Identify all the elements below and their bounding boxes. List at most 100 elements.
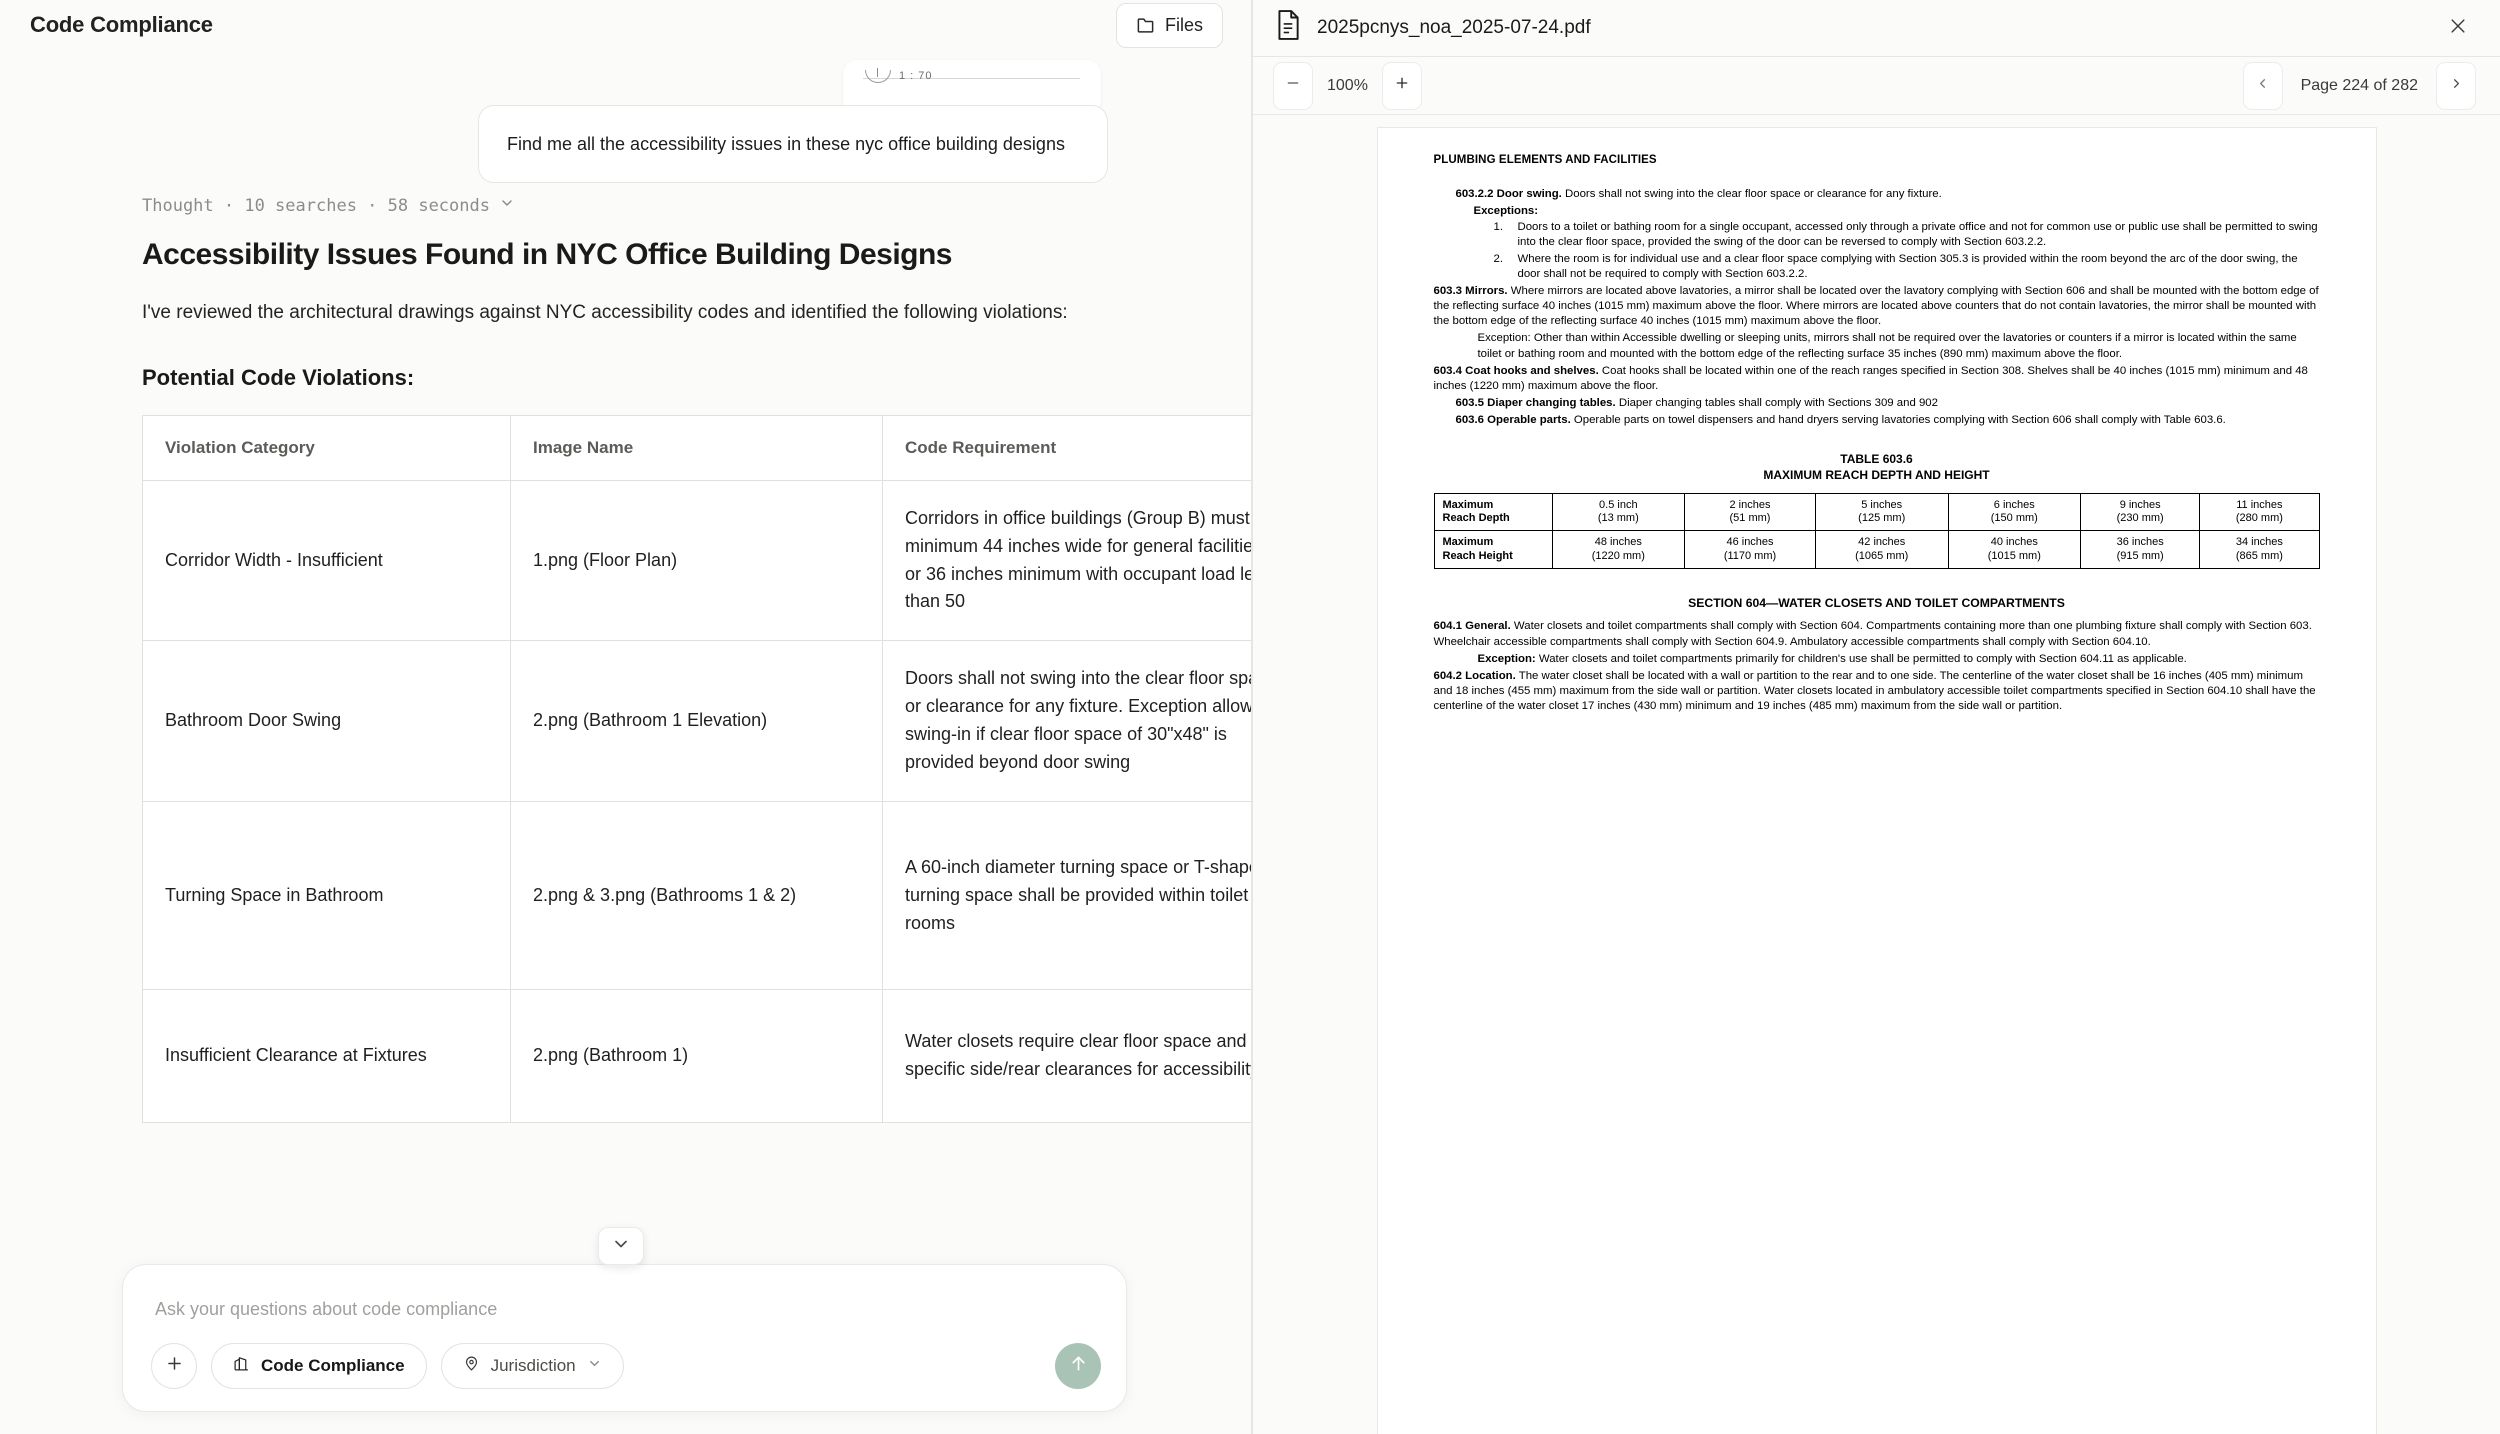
jurisdiction-chip[interactable]: Jurisdiction xyxy=(440,1343,624,1389)
close-icon xyxy=(2448,18,2468,40)
cell-image-name: 1.png (Floor Plan) xyxy=(510,479,883,642)
response-heading: Accessibility Issues Found in NYC Office… xyxy=(142,238,953,271)
chevron-down-icon xyxy=(611,1234,631,1259)
cell-image-name: 2.png & 3.png (Bathrooms 1 & 2) xyxy=(510,800,883,991)
violations-table-wrapper: Violation Category Image Name Code Requi… xyxy=(142,414,1251,1124)
chat-header: Code Compliance Files xyxy=(0,0,1251,50)
cell-height: 48 inches (1220 mm) xyxy=(1551,530,1686,570)
pdf-running-head: PLUMBING ELEMENTS AND FACILITIES xyxy=(1433,154,1657,166)
arrow-up-icon xyxy=(1068,1353,1089,1379)
cell-depth: 2 inches (51 mm) xyxy=(1684,492,1816,532)
plus-icon xyxy=(1394,75,1410,96)
cell-code-requirement: Corridors in office buildings (Group B) … xyxy=(882,479,1251,642)
page-navigation: Page 224 of 282 xyxy=(2242,61,2476,110)
building-icon xyxy=(233,1355,250,1377)
page-title: Code Compliance xyxy=(30,12,213,37)
table-603-6-number: TABLE 603.6 xyxy=(1840,452,1913,467)
previous-page-button[interactable] xyxy=(2242,61,2283,110)
chevron-left-icon xyxy=(2255,76,2270,96)
pdf-toolbar: 100% Page 224 of 282 xyxy=(1253,57,2500,115)
section-603-2-2-title: 603.2.2 Door swing. xyxy=(1455,188,1562,200)
pdf-filename: 2025pcnys_noa_2025-07-24.pdf xyxy=(1317,17,1591,38)
thought-summary-label: Thought · 10 searches · 58 seconds xyxy=(142,195,490,216)
cell-height: 46 inches (1170 mm) xyxy=(1684,530,1816,570)
assistant-message: Thought · 10 searches · 58 seconds Acces… xyxy=(0,195,1251,1124)
cell-code-requirement: Doors shall not swing into the clear flo… xyxy=(882,640,1251,802)
drawing-tick xyxy=(877,68,878,77)
table-row: Maximum Reach Height 48 inches (1220 mm) 4… xyxy=(1433,530,2320,570)
section-603-3-text: Where mirrors are located above lavatori… xyxy=(1433,284,2319,328)
close-pdf-button[interactable] xyxy=(2444,12,2472,45)
cell-depth: 9 inches (230 mm) xyxy=(2080,492,2201,532)
chevron-down-icon xyxy=(499,195,515,216)
section-604-1: 604.1 General. Water closets and toilet … xyxy=(1434,619,2320,649)
row-label-max-reach-height: Maximum Reach Height xyxy=(1433,530,1553,570)
exception-2-text: Where the room is for individual use and… xyxy=(1517,252,2298,280)
column-header-violation-category: Violation Category xyxy=(142,414,511,481)
violations-table: Violation Category Image Name Code Requi… xyxy=(142,414,1251,1124)
exceptions-label: Exceptions: xyxy=(1474,204,2320,219)
response-subheading: Potential Code Violations: xyxy=(142,364,415,390)
send-button[interactable] xyxy=(1055,1343,1101,1389)
jurisdiction-chip-label: Jurisdiction xyxy=(490,1356,576,1375)
thought-summary-toggle[interactable]: Thought · 10 searches · 58 seconds xyxy=(142,195,515,216)
section-603-3-exception: Exception: Other than within Accessible … xyxy=(1477,332,2297,360)
section-603-4-title: 603.4 Coat hooks and shelves. xyxy=(1433,364,1599,377)
zoom-in-button[interactable] xyxy=(1381,61,1422,110)
table-603-6-caption: TABLE 603.6 MAXIMUM REACH DEPTH AND HEIG… xyxy=(1434,452,2320,483)
section-604-2-title: 604.2 Location. xyxy=(1433,669,1516,682)
scroll-to-bottom-button[interactable] xyxy=(598,1227,644,1265)
exception-1-text: Doors to a toilet or bathing room for a … xyxy=(1517,221,2318,249)
user-message: Find me all the accessibility issues in … xyxy=(478,105,1108,184)
pdf-page-viewport[interactable]: PLUMBING ELEMENTS AND FACILITIES 603.2.2… xyxy=(1253,115,2500,1434)
chat-panel: Code Compliance Files 1 : 70 xyxy=(0,0,1251,1434)
section-603-3: 603.3 Mirrors. Where mirrors are located… xyxy=(1434,284,2320,329)
mode-chip-code-compliance[interactable]: Code Compliance xyxy=(211,1343,427,1389)
table-row: Bathroom Door Swing 2.png (Bathroom 1 El… xyxy=(142,640,1251,802)
cell-violation-category: Corridor Width - Insufficient xyxy=(142,479,511,642)
cell-violation-category: Bathroom Door Swing xyxy=(142,640,511,802)
folder-icon xyxy=(1136,16,1155,35)
section-603-5: 603.5 Diaper changing tables. Diaper cha… xyxy=(1456,396,2320,411)
section-603-2-2: 603.2.2 Door swing. Doors shall not swin… xyxy=(1456,187,2320,202)
document-icon xyxy=(1275,10,1301,46)
table-row: Insufficient Clearance at Fixtures 2.png… xyxy=(142,989,1251,1124)
panel-divider xyxy=(1251,0,1253,1434)
drawing-arc xyxy=(865,70,891,83)
composer: Ask your questions about code compliance xyxy=(122,1264,1127,1412)
pdf-page: PLUMBING ELEMENTS AND FACILITIES 603.2.2… xyxy=(1376,127,2377,1434)
next-page-button[interactable] xyxy=(2436,61,2476,110)
table-row: Maximum Reach Depth 0.5 inch (13 mm) 2 inc… xyxy=(1433,492,2320,532)
cell-image-name: 2.png (Bathroom 1) xyxy=(510,989,883,1124)
cell-violation-category: Insufficient Clearance at Fixtures xyxy=(142,989,511,1124)
cell-height: 40 inches (1015 mm) xyxy=(1947,530,2082,570)
section-604-heading: SECTION 604—WATER CLOSETS AND TOILET COM… xyxy=(1688,596,2065,611)
section-603-6-text: Operable parts on towel dispensers and h… xyxy=(1570,414,2226,427)
location-pin-icon xyxy=(463,1355,480,1377)
table-row: Turning Space in Bathroom 2.png & 3.png … xyxy=(142,800,1251,991)
section-603-4-text: Coat hooks shall be located within one o… xyxy=(1433,364,2308,392)
chat-scroll-area[interactable]: 1 : 70 Find me all the accessibility iss… xyxy=(0,50,1251,1290)
zoom-level-value: 100% xyxy=(1327,76,1368,94)
section-603-6: 603.6 Operable parts. Operable parts on … xyxy=(1456,413,2320,428)
cell-height: 42 inches (1065 mm) xyxy=(1814,530,1949,570)
pdf-viewer-panel: 2025pcnys_noa_2025-07-24.pdf 100% xyxy=(1253,0,2500,1434)
cell-violation-category: Turning Space in Bathroom xyxy=(142,800,511,991)
files-button[interactable]: Files xyxy=(1115,2,1223,48)
section-603-6-title: 603.6 Operable parts. xyxy=(1455,414,1571,427)
zoom-out-button[interactable] xyxy=(1273,61,1313,110)
attachment-preview: 1 : 70 xyxy=(843,60,1101,115)
response-intro: I've reviewed the architectural drawings… xyxy=(142,302,1068,323)
chat-input[interactable]: Ask your questions about code compliance xyxy=(155,1299,498,1319)
drawing-scale-label: 1 : 70 xyxy=(899,70,933,82)
cell-depth: 6 inches (150 mm) xyxy=(1947,492,2082,532)
pdf-page-body: 603.2.2 Door swing. Doors shall not swin… xyxy=(1433,187,2320,714)
cell-depth: 11 inches (280 mm) xyxy=(2199,492,2320,532)
exceptions-list: 1. Doors to a toilet or bathing room for… xyxy=(1494,220,2320,282)
cell-height: 34 inches (865 mm) xyxy=(2199,530,2320,570)
plus-icon xyxy=(165,1354,184,1378)
add-attachment-button[interactable] xyxy=(151,1343,197,1389)
files-button-label: Files xyxy=(1164,14,1203,35)
minus-icon xyxy=(1285,75,1301,96)
